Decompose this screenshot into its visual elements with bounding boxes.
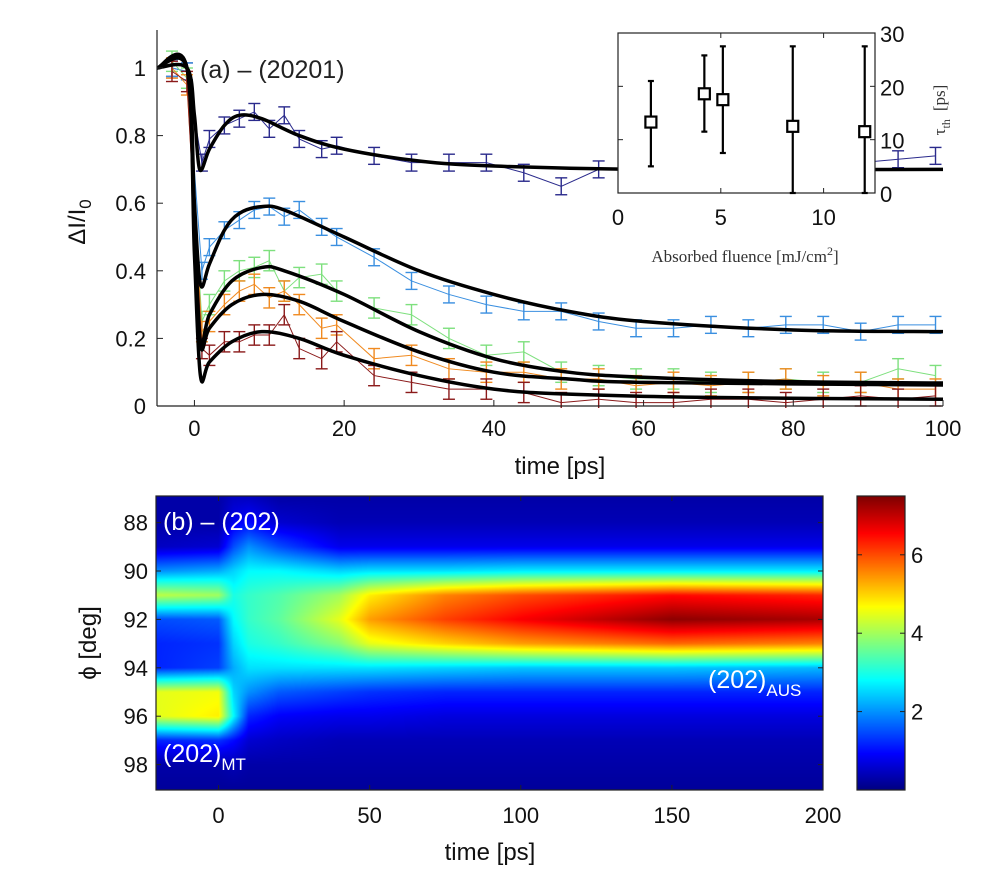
y-tick-label: 0.4 (115, 259, 146, 284)
inset-y-tick-label: 0 (880, 182, 892, 207)
error-bar (263, 324, 276, 346)
inset-point (786, 45, 800, 195)
inset-point (858, 45, 872, 195)
error-bar (929, 146, 942, 166)
error-bar (779, 368, 792, 390)
b-frame (155, 495, 824, 791)
fit-curve-4 (157, 52, 944, 401)
inset-x-tick-label: 5 (715, 205, 727, 230)
error-bar (779, 391, 792, 408)
inset-frame (617, 32, 876, 194)
inset-y-tick-label: 20 (880, 75, 904, 100)
a-y-label: ΔI/I0 (64, 199, 95, 245)
x-tick-label: 0 (188, 416, 200, 441)
b-y-label: ϕ [deg] (75, 606, 102, 680)
error-bar (315, 317, 328, 340)
error-bar (405, 271, 418, 291)
error-bar (248, 200, 261, 220)
b-y-tick-label: 96 (124, 704, 148, 729)
b-x-tick-label: 0 (212, 803, 224, 828)
b-y-tick-label: 92 (124, 607, 148, 632)
inset: 0 5 10 0 10 20 30 Absorbed fluence [mJ/cm2] τt… (612, 22, 953, 266)
b-y-tick-label: 98 (124, 753, 148, 778)
error-bar (248, 324, 261, 346)
annotation-aus: (202)AUS (708, 666, 801, 700)
inset-point (644, 79, 658, 168)
y-tick-label: 0 (134, 394, 146, 419)
error-bar (293, 293, 306, 316)
b-x-tick-label: 150 (654, 803, 691, 828)
error-bar (555, 177, 568, 196)
inset-x-label: Absorbed fluence [mJ/cm2] (651, 244, 838, 266)
inset-square-marker (697, 87, 711, 101)
inset-y-tick-label: 10 (880, 129, 904, 154)
error-bar (480, 153, 493, 172)
a-x-label: time [ps] (515, 453, 606, 480)
y-tick-label: 0.6 (115, 191, 146, 216)
x-tick-label: 40 (482, 416, 506, 441)
error-bar (892, 357, 905, 380)
inset-y-tick-label: 30 (880, 22, 904, 47)
error-bar (442, 285, 455, 304)
error-bar (405, 153, 418, 172)
x-tick-label: 80 (781, 416, 805, 441)
error-bar (330, 227, 343, 247)
inset-point (716, 45, 730, 155)
b-y-tick-label: 90 (124, 559, 148, 584)
b-y-tick-label: 94 (124, 656, 148, 681)
inset-square-marker (786, 119, 800, 133)
b-y-tick-label: 88 (124, 511, 148, 536)
error-bar (233, 109, 246, 128)
error-bar (263, 287, 276, 309)
inset-x-tick-label: 10 (811, 205, 835, 230)
x-tick-label: 20 (332, 416, 356, 441)
error-bar (480, 295, 493, 314)
error-bar (278, 106, 291, 125)
b-x-tick-label: 50 (357, 803, 381, 828)
annotation-mt: (202)MT (163, 740, 246, 774)
fit-curve-0 (157, 62, 944, 173)
y-tick-label: 1 (134, 56, 146, 81)
inset-square-marker (716, 93, 730, 107)
y-tick-label: 0.8 (115, 124, 146, 149)
b-x-label: time [ps] (445, 839, 536, 866)
inset-square-marker (858, 125, 872, 139)
inset-square-marker (644, 115, 658, 129)
colorbar-tick-label: 6 (911, 543, 923, 568)
colorbar-tick-label: 4 (911, 621, 923, 646)
inset-point (697, 54, 711, 133)
error-bar (293, 129, 306, 149)
x-tick-label: 60 (631, 416, 655, 441)
inset-x-tick-label: 0 (612, 205, 624, 230)
y-tick-label: 0.2 (115, 326, 146, 351)
panel-a-label: (a) – (20201) (200, 56, 345, 84)
colorbar-frame (856, 495, 906, 791)
error-bar (278, 303, 291, 326)
x-tick-label: 100 (925, 416, 962, 441)
colorbar-tick-label: 2 (911, 700, 923, 725)
error-bar (405, 303, 418, 326)
b-x-tick-label: 100 (502, 803, 539, 828)
panel-b-label: (b) – (202) (163, 508, 280, 536)
b-x-tick-label: 200 (805, 803, 842, 828)
colorbar (857, 496, 905, 790)
error-bar (233, 330, 246, 353)
inset-y-label: τth[ps] (930, 85, 953, 136)
series-line-1 (171, 67, 936, 333)
heatmap-image (156, 496, 823, 790)
error-bar (315, 347, 328, 370)
